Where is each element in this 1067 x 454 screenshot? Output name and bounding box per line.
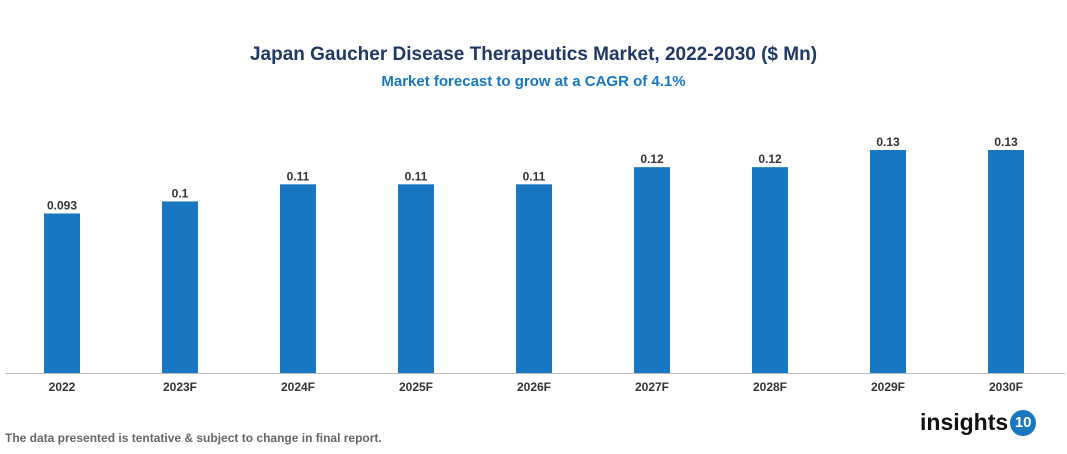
data-label: 0.13 [994,135,1018,149]
bar [162,201,198,373]
x-tick-label: 2024F [281,380,315,394]
x-tick-label: 2023F [163,380,197,394]
bar [988,150,1024,373]
data-label: 0.12 [640,152,664,166]
data-label: 0.11 [523,169,546,183]
logo-text: insights [920,409,1009,435]
data-label: 0.13 [876,135,900,149]
x-tick-label: 2029F [871,380,905,394]
bar [752,167,788,373]
bar [516,184,552,373]
data-label: 0.12 [758,152,782,166]
data-label: 0.093 [47,198,77,212]
x-tick-label: 2026F [517,380,551,394]
chart-subtitle: Market forecast to grow at a CAGR of 4.1… [381,73,686,90]
bar-chart: 0.093 2022 0.1 2023F 0.11 2024F 0.11 2025F 0.11 2… [5,135,1065,394]
x-tick-label: 2027F [635,380,669,394]
chart-title: Japan Gaucher Disease Therapeutics Marke… [249,44,818,65]
bar [870,150,906,373]
bar [280,184,316,373]
x-tick-label: 2025F [399,380,433,394]
bar [398,184,434,373]
data-label: 0.11 [405,169,428,183]
data-label: 0.1 [172,186,189,200]
insights10-logo: insights 10 [920,409,1037,436]
data-label: 0.11 [287,169,310,183]
bar [634,167,670,373]
x-tick-label: 2022 [49,380,76,394]
x-tick-label: 2030F [989,380,1023,394]
bar [44,213,80,373]
x-tick-label: 2028F [753,380,787,394]
footnote: The data presented is tentative & subjec… [5,431,382,445]
logo-badge: 10 [1010,409,1037,436]
